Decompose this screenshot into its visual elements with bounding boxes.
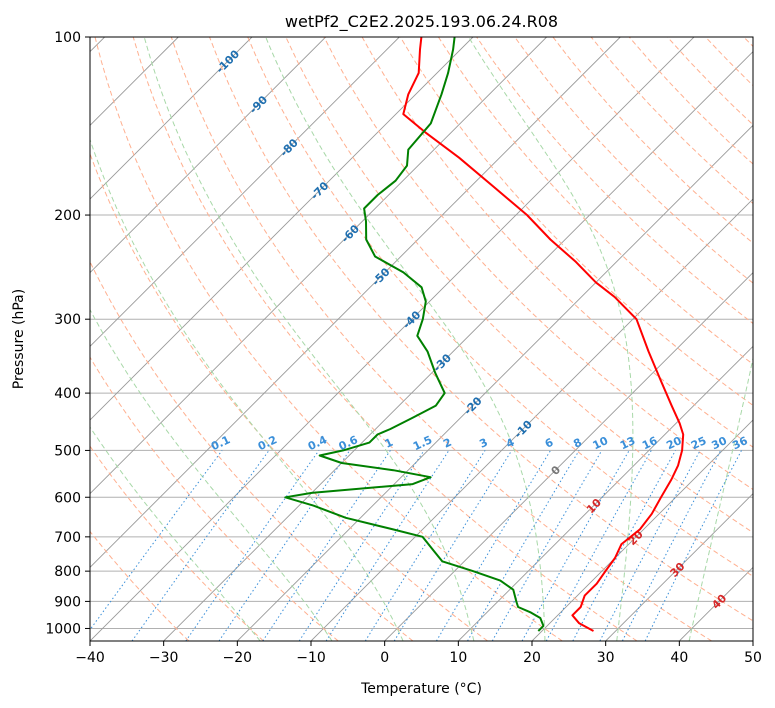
y-axis-label: Pressure (hPa) — [11, 289, 27, 389]
dewpoint-profile-line — [284, 37, 545, 632]
isotherm-line — [458, 345, 753, 641]
x-tick-label: −20 — [223, 650, 253, 666]
x-tick-label: 0 — [380, 650, 389, 666]
mixing-ratio-label: 20 — [664, 434, 684, 452]
mixing-ratio-line — [621, 450, 722, 641]
moist-adiabat-line — [90, 138, 404, 641]
x-tick-label: 50 — [744, 650, 762, 666]
y-tick-label: 400 — [54, 386, 81, 402]
moist-adiabat-line — [90, 308, 333, 641]
isotherm-lines — [90, 37, 753, 641]
sounding-profiles — [284, 37, 685, 632]
plot-area: -100-90-80-70-60-50-40-30-20-10010203040… — [90, 37, 753, 641]
mixing-ratio-label: 10 — [591, 434, 611, 452]
dry-adiabat-lines — [90, 37, 753, 641]
y-tick-label: 800 — [54, 564, 81, 580]
plot-frame — [89, 36, 754, 642]
isotherm-line — [163, 51, 753, 641]
x-tick-label: −40 — [75, 650, 105, 666]
y-tick-label: 200 — [54, 208, 81, 224]
chart-title: wetPf2_C2E2.2025.193.06.24.R08 — [285, 12, 558, 32]
y-tick-label: 1000 — [45, 621, 81, 637]
y-tick-label: 100 — [54, 30, 81, 46]
isotherm-line — [531, 419, 753, 641]
dry-adiabat-line — [437, 37, 753, 365]
y-axis-ticks: 100 200 300 400 500 600 700 800 900 1000 — [45, 30, 90, 637]
mixing-ratio-label: 16 — [640, 434, 660, 452]
mixing-ratio-label: 36 — [730, 434, 750, 452]
dry-adiabat-line — [90, 530, 190, 641]
x-tick-label: −30 — [149, 650, 179, 666]
dry-adiabat-line — [94, 37, 563, 641]
isotherm-line — [90, 37, 547, 495]
x-tick-label: 40 — [670, 650, 688, 666]
dry-adiabat-line — [90, 445, 264, 641]
isotherm-line — [90, 37, 474, 421]
y-tick-label: 500 — [54, 443, 81, 459]
mixing-ratio-line — [131, 450, 270, 641]
dry-adiabat-line — [170, 37, 712, 641]
dry-adiabat-line — [247, 37, 753, 577]
y-tick-label: 700 — [54, 530, 81, 546]
mixing-ratio-line — [572, 450, 676, 641]
mixing-ratio-label: 25 — [689, 434, 708, 452]
dry-adiabat-line — [90, 260, 414, 641]
isotherm-line — [90, 37, 253, 200]
mixing-ratio-line — [325, 450, 450, 641]
x-tick-label: −10 — [296, 650, 326, 666]
isotherm-line — [605, 493, 753, 641]
mixing-ratio-line — [218, 450, 351, 641]
y-tick-label: 300 — [54, 312, 81, 328]
x-tick-label: 20 — [523, 650, 541, 666]
x-tick-label: 30 — [597, 650, 615, 666]
y-tick-label: 900 — [54, 594, 81, 610]
dry-adiabat-line — [514, 37, 753, 284]
mixing-ratio-lines — [90, 450, 742, 641]
dry-adiabat-line — [399, 37, 753, 407]
isotherm-line — [90, 37, 695, 641]
moist-adiabat-line — [688, 355, 753, 641]
mixing-ratio-line — [521, 450, 630, 641]
dry-adiabat-line — [323, 37, 753, 491]
isotherm-line — [384, 272, 753, 641]
mixing-ratio-line — [262, 450, 391, 641]
isotherm-line — [90, 37, 400, 347]
dry-adiabat-line — [209, 37, 753, 622]
mixing-ratio-label: 30 — [710, 434, 730, 452]
isotherm-line — [90, 37, 621, 568]
mixing-ratio-line — [185, 450, 320, 641]
x-tick-label: 10 — [449, 650, 467, 666]
mixing-ratio-line — [644, 450, 742, 641]
moist-adiabat-line — [143, 37, 475, 641]
isotherm-line — [90, 37, 326, 274]
mixing-ratio-labels: 0.1 0.2 0.4 0.6 1 1.5 2 3 4 6 8 10 13 16 20 25 30 36 — [209, 433, 750, 453]
temperature-profile-line — [402, 37, 685, 632]
x-axis-label: Temperature (°C) — [360, 681, 482, 697]
y-tick-label: 600 — [54, 490, 81, 506]
mixing-ratio-line — [545, 450, 652, 641]
dry-adiabat-line — [90, 356, 339, 641]
x-axis-ticks: −40 −30 −20 −10 0 10 20 30 40 50 — [75, 641, 762, 666]
mixing-ratio-line — [393, 450, 513, 641]
isotherm-line — [237, 124, 753, 641]
dry-adiabat-line — [132, 37, 638, 641]
mixing-ratio-line — [90, 450, 223, 631]
moist-adiabat-line — [90, 426, 261, 641]
mixing-ratio-line — [298, 450, 425, 641]
mixing-ratio-label: 13 — [618, 434, 637, 452]
dry-adiabat-line — [90, 152, 488, 641]
